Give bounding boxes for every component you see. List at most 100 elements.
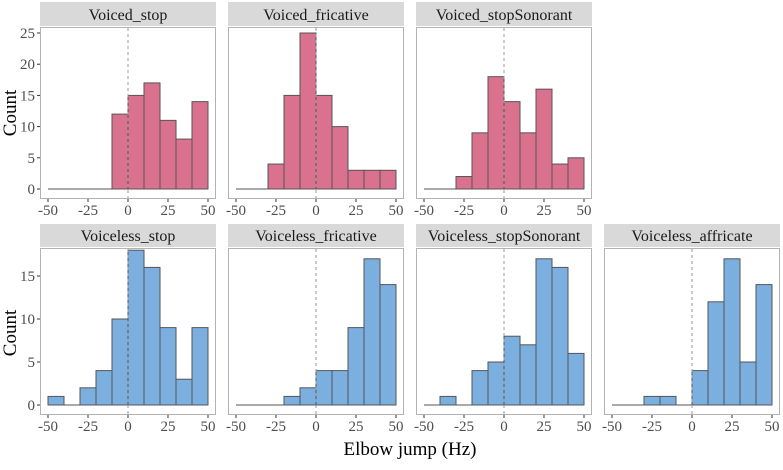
x-tick-label: 0 — [500, 203, 508, 219]
x-tick-label: 50 — [389, 419, 404, 435]
histogram-bar — [331, 126, 349, 190]
x-tick-label: 0 — [312, 203, 320, 219]
x-tick-label: 0 — [500, 419, 508, 435]
histogram-bar — [143, 82, 161, 190]
histogram-bar — [487, 76, 505, 190]
facet-strip — [416, 2, 592, 26]
histogram-bar — [439, 395, 457, 406]
histogram-bar — [519, 344, 537, 406]
x-tick-label: -25 — [266, 203, 286, 219]
facet-title: Voiced_fricative — [263, 7, 368, 24]
histogram-bar — [723, 258, 741, 406]
y-axis-label-bottom: Count — [0, 309, 21, 356]
histogram-bar — [707, 301, 725, 406]
facet-strip — [228, 224, 404, 247]
x-tick-label: -50 — [226, 203, 246, 219]
histogram-bar — [191, 101, 209, 190]
x-tick-label: 25 — [349, 419, 364, 435]
histogram-bar — [79, 387, 97, 406]
x-tick-label: 25 — [161, 419, 176, 435]
histogram-bar — [535, 258, 553, 406]
facet-strip — [40, 224, 216, 247]
x-tick-label: 0 — [124, 203, 132, 219]
x-tick-label: -50 — [38, 203, 58, 219]
histogram-bar — [755, 284, 773, 406]
facet-title: Voiced_stop — [89, 7, 168, 24]
x-tick-label: -50 — [414, 419, 434, 435]
histogram-bar — [567, 352, 585, 406]
y-tick-label: 0 — [28, 182, 36, 198]
x-tick-label: 0 — [124, 419, 132, 435]
x-tick-label: 0 — [312, 419, 320, 435]
histogram-bar — [643, 395, 661, 406]
histogram-bar — [159, 327, 177, 406]
facet-title: Voiced_stopSonorant — [436, 7, 573, 24]
x-tick-label: 25 — [537, 419, 552, 435]
histogram-bar — [691, 370, 709, 406]
histogram-bar — [175, 378, 193, 406]
x-tick-label: -25 — [78, 419, 98, 435]
histogram-bar — [127, 94, 145, 190]
facet-title: Voiceless_affricate — [631, 228, 752, 245]
x-tick-label: -50 — [602, 419, 622, 435]
histogram-bar — [47, 395, 65, 406]
histogram-bar — [191, 327, 209, 406]
y-tick-label: 5 — [28, 355, 36, 371]
histogram-bar — [267, 163, 285, 190]
histogram-bar — [299, 32, 317, 190]
histogram-bar — [315, 370, 333, 406]
histogram-bar — [503, 101, 521, 190]
facet-strip — [416, 224, 592, 247]
x-tick-label: -25 — [642, 419, 662, 435]
histogram-bar — [159, 119, 177, 190]
x-tick-label: -25 — [454, 203, 474, 219]
y-tick-label: 10 — [20, 312, 35, 328]
histogram-bar — [283, 395, 301, 406]
x-tick-label: -50 — [226, 419, 246, 435]
histogram-bar — [283, 94, 301, 190]
x-tick-label: 25 — [349, 203, 364, 219]
x-tick-label: 25 — [537, 203, 552, 219]
histogram-bar — [471, 370, 489, 406]
histogram-bar — [331, 370, 349, 406]
x-tick-label: 50 — [201, 419, 216, 435]
histogram-bar — [315, 94, 333, 190]
y-axis-label-top: Count — [0, 89, 21, 136]
histogram-bar — [503, 335, 521, 406]
histogram-bar — [739, 361, 757, 406]
x-tick-label: -50 — [38, 419, 58, 435]
histogram-bar — [111, 318, 129, 406]
histogram-bar — [95, 370, 113, 406]
y-tick-label: 5 — [28, 151, 36, 167]
histogram-bar — [487, 361, 505, 406]
facet-title: Voiceless_fricative — [255, 228, 376, 245]
x-tick-label: 0 — [688, 419, 696, 435]
y-tick-label: 25 — [20, 26, 35, 42]
x-tick-label: 50 — [577, 203, 592, 219]
histogram-bar — [551, 266, 569, 406]
x-tick-label: 50 — [389, 203, 404, 219]
x-axis-label: Elbow jump (Hz) — [344, 439, 477, 460]
histogram-bar — [347, 327, 365, 406]
histogram-bar — [567, 157, 585, 190]
histogram-bar — [127, 249, 145, 406]
y-tick-label: 0 — [28, 398, 36, 414]
histogram-bar — [455, 176, 473, 190]
x-tick-label: 50 — [577, 419, 592, 435]
x-tick-label: -25 — [454, 419, 474, 435]
histogram-bar — [111, 113, 129, 190]
histogram-bar — [551, 163, 569, 190]
y-tick-label: 15 — [20, 88, 35, 104]
x-tick-label: 50 — [201, 203, 216, 219]
facet-strip — [604, 224, 780, 247]
histogram-bar — [175, 138, 193, 190]
histogram-bar — [535, 88, 553, 190]
x-tick-label: -25 — [78, 203, 98, 219]
histogram-bar — [519, 132, 537, 190]
facet-strip — [40, 2, 216, 26]
y-tick-label: 10 — [20, 120, 35, 136]
x-tick-label: 25 — [161, 203, 176, 219]
histogram-bar — [363, 258, 381, 406]
histogram-bar — [363, 169, 381, 190]
